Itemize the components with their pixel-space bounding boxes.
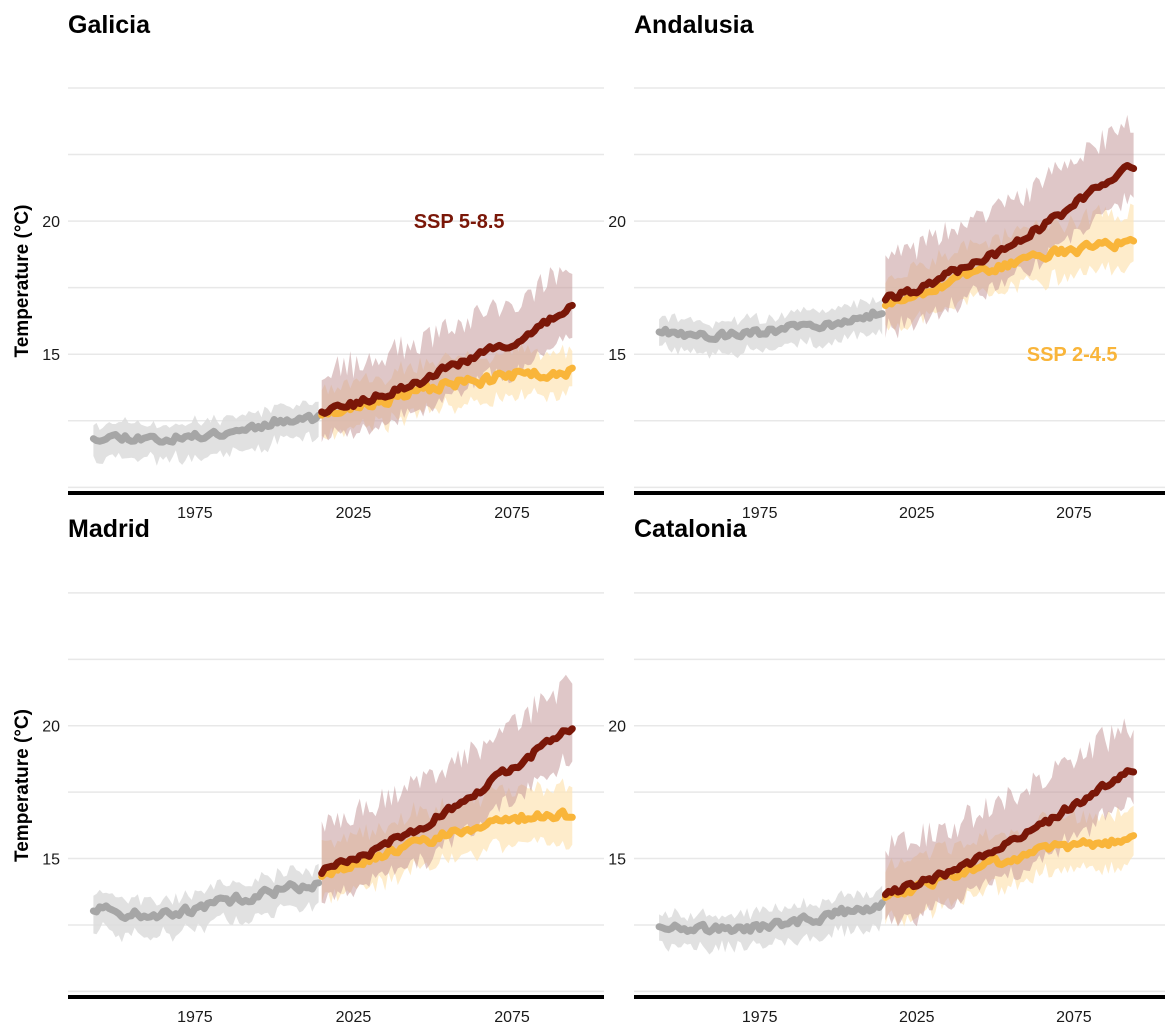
chart-panel-madrid: 1975 2025 2075 15 20 Temperature (°C) Madrid	[12, 515, 604, 1026]
ssp585-uncertainty-band	[321, 674, 573, 904]
x-tick-label: 2075	[494, 1009, 530, 1026]
series-annotation-label: SSP 2-4.5	[1027, 344, 1118, 366]
ssp585-series-line	[881, 162, 1138, 304]
y-axis-label: Temperature (°C)	[12, 709, 33, 862]
x-tick-label: 2075	[1056, 1009, 1092, 1026]
y-axis-label: Temperature (°C)	[12, 205, 33, 358]
y-tick-label: 15	[42, 347, 60, 364]
y-tick-label: 15	[42, 852, 60, 869]
panel-title: Andalusia	[634, 11, 755, 39]
panel-title: Galicia	[68, 11, 151, 39]
x-tick-label: 2075	[1056, 505, 1092, 522]
ssp585-series-line	[318, 301, 576, 417]
x-tick-label: 2025	[899, 505, 935, 522]
x-tick-label: 2075	[494, 505, 530, 522]
y-tick-label: 20	[42, 214, 60, 231]
x-tick-label: 1975	[177, 1009, 213, 1026]
y-tick-label: 20	[608, 214, 626, 231]
chart-panel-catalonia: 1975 2025 2075 15 20 Catalonia	[608, 515, 1165, 1026]
ssp585-series-line	[881, 767, 1138, 899]
y-tick-label: 20	[42, 719, 60, 736]
ssp585-uncertainty-band	[885, 718, 1134, 927]
ssp585-series-line	[318, 725, 576, 877]
chart-panel-galicia: 1975 2025 2075 15 20 Temperature (°C) Galicia S…	[12, 11, 604, 522]
x-tick-label: 2025	[336, 1009, 372, 1026]
chart-panel-andalusia: 1975 2025 2075 15 20 Andalusia SSP 2-4.5	[608, 11, 1165, 522]
y-tick-label: 20	[608, 719, 626, 736]
x-tick-label: 1975	[177, 505, 213, 522]
ssp245-series-line	[881, 235, 1138, 310]
historical-series-line	[655, 308, 886, 343]
historical-series-line	[89, 879, 323, 922]
x-tick-label: 2025	[336, 505, 372, 522]
x-tick-label: 2025	[899, 1009, 935, 1026]
x-tick-label: 1975	[742, 1009, 778, 1026]
x-tick-label: 1975	[742, 505, 778, 522]
historical-series-line	[89, 411, 323, 446]
ssp245-series-line	[318, 807, 576, 880]
historical-uncertainty-band	[659, 885, 883, 955]
y-tick-label: 15	[608, 347, 626, 364]
historical-series-line	[655, 899, 886, 936]
panel-title: Catalonia	[634, 515, 748, 543]
panel-title: Madrid	[68, 515, 150, 543]
y-tick-label: 15	[608, 852, 626, 869]
series-annotation-label: SSP 5-8.5	[414, 211, 505, 233]
